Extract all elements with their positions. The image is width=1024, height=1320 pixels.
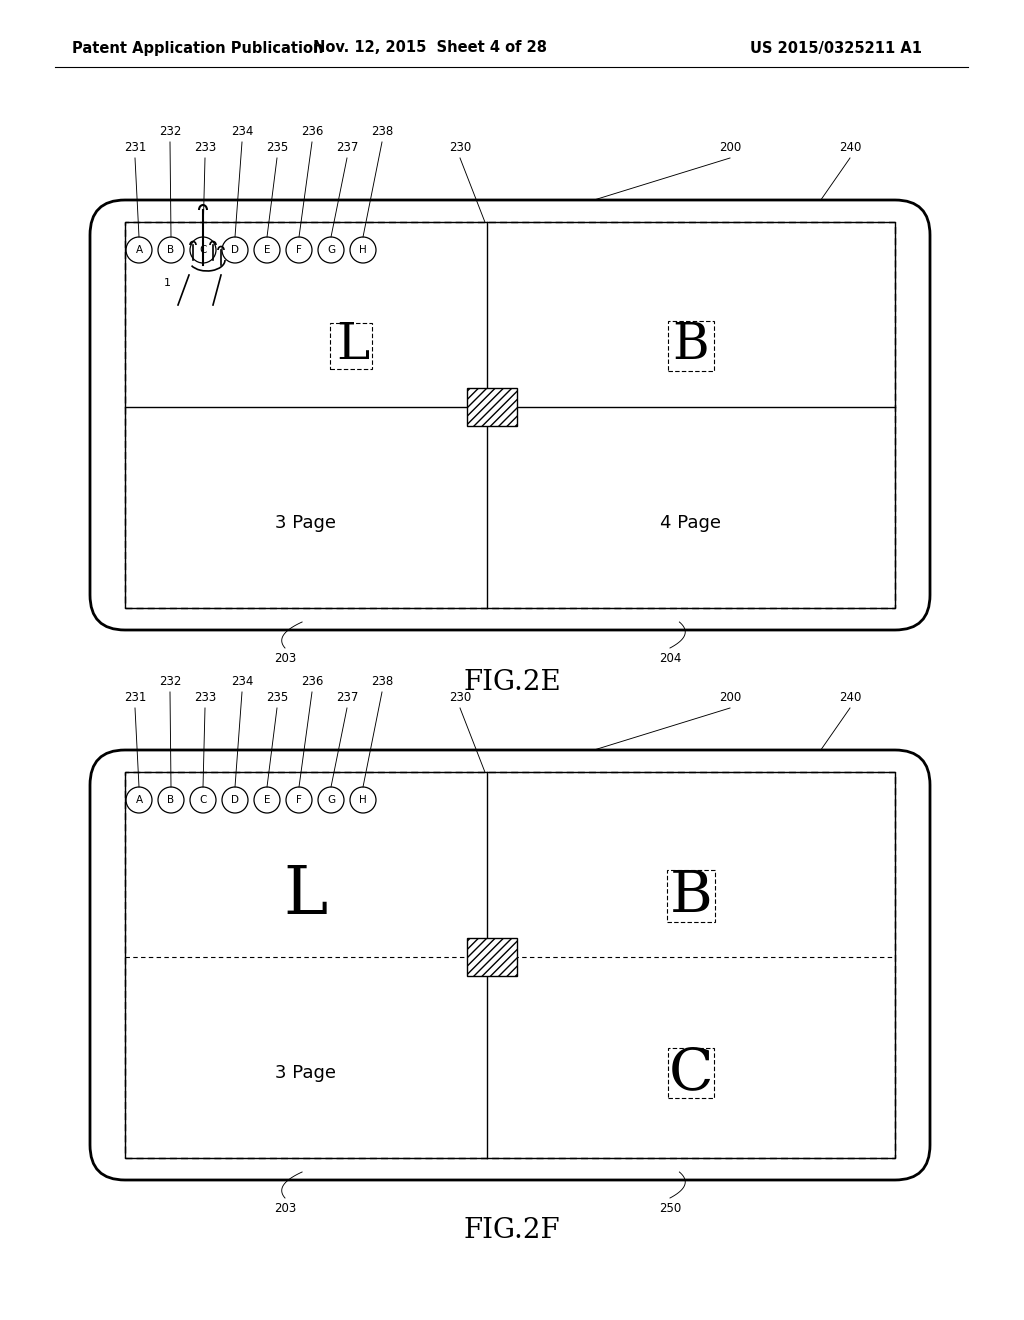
Bar — [467, 388, 517, 426]
Text: US 2015/0325211 A1: US 2015/0325211 A1 — [750, 41, 922, 55]
Bar — [467, 939, 517, 977]
Text: 231: 231 — [124, 141, 146, 154]
Text: B: B — [673, 321, 710, 370]
FancyBboxPatch shape — [90, 750, 930, 1180]
Text: 236: 236 — [301, 125, 324, 139]
Text: 200: 200 — [719, 690, 741, 704]
Text: 3 Page: 3 Page — [275, 513, 337, 532]
Text: 231: 231 — [124, 690, 146, 704]
Bar — [125, 772, 895, 1158]
Text: 236: 236 — [301, 675, 324, 688]
Text: 237: 237 — [336, 690, 358, 704]
Text: C: C — [200, 246, 207, 255]
Text: 234: 234 — [230, 675, 253, 688]
FancyBboxPatch shape — [90, 201, 930, 630]
Text: F: F — [296, 795, 302, 805]
Text: 240: 240 — [839, 690, 861, 704]
Text: E: E — [264, 246, 270, 255]
Text: H: H — [359, 246, 367, 255]
Text: L: L — [336, 321, 369, 370]
Text: F: F — [296, 246, 302, 255]
Bar — [668, 321, 714, 371]
Bar — [125, 222, 895, 609]
Text: 240: 240 — [839, 141, 861, 154]
Text: C: C — [669, 1045, 714, 1101]
Bar — [125, 772, 895, 1158]
Text: 4 Page: 4 Page — [660, 513, 722, 532]
Text: 233: 233 — [194, 141, 216, 154]
Text: FIG.2E: FIG.2E — [463, 668, 561, 696]
Text: A: A — [135, 246, 142, 255]
Text: 232: 232 — [159, 125, 181, 139]
Text: 235: 235 — [266, 141, 288, 154]
Text: 203: 203 — [273, 1203, 296, 1214]
Text: 250: 250 — [658, 1203, 681, 1214]
Text: 234: 234 — [230, 125, 253, 139]
Text: 230: 230 — [449, 690, 471, 704]
Text: 235: 235 — [266, 690, 288, 704]
Bar — [125, 222, 895, 609]
Text: Nov. 12, 2015  Sheet 4 of 28: Nov. 12, 2015 Sheet 4 of 28 — [313, 41, 547, 55]
Text: 232: 232 — [159, 675, 181, 688]
Text: 203: 203 — [273, 652, 296, 665]
Text: FIG.2F: FIG.2F — [464, 1217, 560, 1243]
Text: B: B — [168, 246, 174, 255]
Text: A: A — [135, 795, 142, 805]
Text: 237: 237 — [336, 141, 358, 154]
Text: 1: 1 — [164, 279, 171, 288]
Bar — [667, 870, 715, 921]
Text: H: H — [359, 795, 367, 805]
Text: 230: 230 — [449, 141, 471, 154]
Text: Patent Application Publication: Patent Application Publication — [72, 41, 324, 55]
Text: B: B — [670, 867, 713, 924]
Bar — [668, 1048, 714, 1098]
Text: B: B — [168, 795, 174, 805]
Text: 200: 200 — [719, 141, 741, 154]
Bar — [331, 322, 373, 368]
Text: G: G — [327, 795, 335, 805]
Text: C: C — [200, 795, 207, 805]
Text: 238: 238 — [371, 675, 393, 688]
Text: 238: 238 — [371, 125, 393, 139]
Text: G: G — [327, 246, 335, 255]
Text: 204: 204 — [658, 652, 681, 665]
Text: E: E — [264, 795, 270, 805]
Text: 3 Page: 3 Page — [275, 1064, 337, 1082]
Text: D: D — [231, 795, 239, 805]
Text: 233: 233 — [194, 690, 216, 704]
Text: D: D — [231, 246, 239, 255]
Text: L: L — [284, 863, 328, 928]
